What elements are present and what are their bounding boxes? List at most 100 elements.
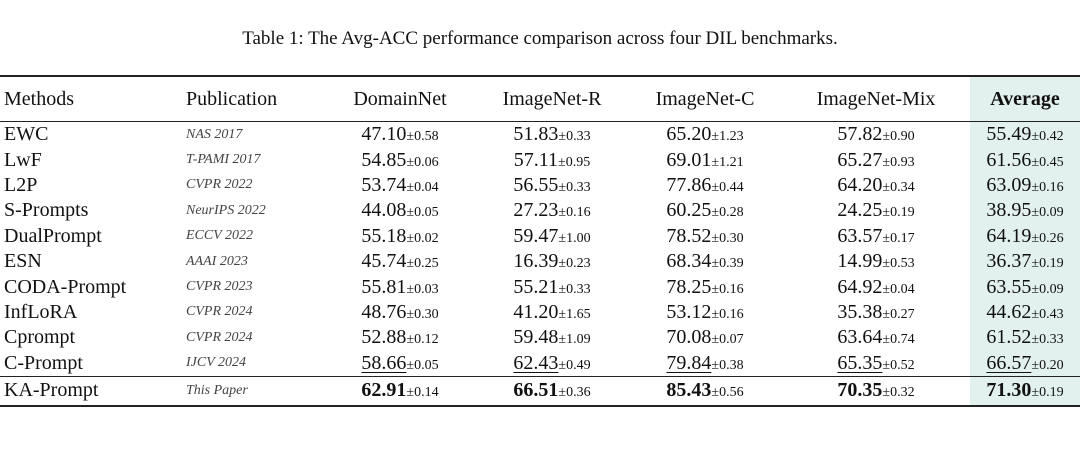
score-value: 44.62 (986, 300, 1032, 323)
score-value: 65.27 (837, 148, 883, 171)
score-std: ±0.33 (558, 129, 591, 145)
score-cell: 24.25±0.19 (782, 198, 970, 223)
score-std: ±0.04 (406, 179, 439, 195)
score-value: 70.35 (837, 379, 883, 402)
score-std: ±0.34 (882, 179, 915, 195)
publication-venue: IJCV 2024 (186, 355, 247, 371)
score-std: ±0.06 (406, 154, 439, 170)
score-value: 35.38 (837, 300, 883, 323)
score-cell: 55.81±0.03 (324, 274, 476, 299)
average-cell: 36.37±0.19 (970, 248, 1080, 275)
method-name: DualPrompt (4, 224, 102, 247)
score-cell: 62.91±0.14 (324, 376, 476, 406)
score-cell: 59.47±1.00 (476, 224, 628, 249)
results-table-container: Methods Publication DomainNet ImageNet-R… (0, 75, 1080, 407)
score-cell: 63.64±0.74 (782, 325, 970, 350)
score-std: ±0.16 (558, 205, 591, 221)
score-value: 78.25 (666, 275, 712, 298)
header-methods: Methods (4, 87, 74, 110)
score-value: 59.47 (513, 224, 559, 247)
score-std: ±0.05 (406, 357, 439, 373)
table-row: L2P CVPR 2022 53.74±0.04 56.55±0.33 77.86±0.… (0, 172, 1080, 199)
score-value: 71.30 (986, 379, 1032, 402)
method-name: ESN (4, 250, 42, 273)
method-name: S-Prompts (4, 199, 89, 222)
score-cell: 60.25±0.28 (628, 198, 782, 223)
score-value: 57.82 (837, 123, 883, 146)
score-value: 16.39 (513, 250, 559, 273)
score-value: 65.35 (837, 351, 883, 374)
score-std: ±0.32 (882, 385, 915, 401)
average-cell: 55.49±0.42 (970, 121, 1080, 148)
score-value: 52.88 (361, 326, 407, 349)
publication-venue: This Paper (186, 382, 248, 398)
score-std: ±0.74 (882, 332, 915, 348)
score-std: ±0.45 (1031, 154, 1064, 170)
publication-venue: NeurIPS 2022 (186, 202, 266, 218)
score-value: 64.19 (986, 224, 1032, 247)
score-std: ±1.65 (558, 306, 591, 322)
score-cell: 53.74±0.04 (324, 173, 476, 198)
header-average-label: Average (990, 87, 1060, 110)
publication-venue: T-PAMI 2017 (186, 152, 261, 168)
method-name: InfLoRA (4, 300, 78, 323)
score-value: 65.20 (666, 123, 712, 146)
score-value: 62.43 (513, 351, 559, 374)
score-std: ±0.39 (711, 256, 744, 272)
publication-venue: CVPR 2024 (186, 329, 253, 345)
score-cell: 41.20±1.65 (476, 300, 628, 325)
score-cell: 57.11±0.95 (476, 147, 628, 172)
score-value: 69.01 (666, 148, 712, 171)
score-value: 62.91 (361, 379, 407, 402)
header-imagenet-c: ImageNet-C (655, 87, 755, 110)
score-value: 55.49 (986, 123, 1032, 146)
score-std: ±0.38 (711, 357, 744, 373)
score-cell: 27.23±0.16 (476, 198, 628, 223)
score-cell: 56.55±0.33 (476, 173, 628, 198)
score-value: 54.85 (361, 148, 407, 171)
score-std: ±0.09 (1031, 281, 1064, 297)
score-value: 36.37 (986, 250, 1032, 273)
table-row: C-Prompt IJCV 2024 58.66±0.05 62.43±0.49 79.… (0, 350, 1080, 377)
score-std: ±0.16 (1031, 179, 1064, 195)
score-std: ±0.27 (882, 306, 915, 322)
score-std: ±0.12 (406, 332, 439, 348)
score-cell: 53.12±0.16 (628, 300, 782, 325)
score-std: ±0.30 (711, 230, 744, 246)
score-cell: 52.88±0.12 (324, 325, 476, 350)
score-std: ±1.23 (711, 129, 744, 145)
score-cell: 48.76±0.30 (324, 300, 476, 325)
score-std: ±0.07 (711, 332, 744, 348)
table-caption: Table 1: The Avg-ACC performance compari… (242, 28, 838, 49)
score-std: ±1.21 (711, 154, 744, 170)
score-value: 59.48 (513, 326, 559, 349)
score-std: ±0.49 (558, 357, 591, 373)
score-std: ±0.43 (1031, 306, 1064, 322)
score-cell: 78.52±0.30 (628, 224, 782, 249)
method-name: LwF (4, 148, 42, 171)
score-cell: 85.43±0.56 (628, 376, 782, 406)
score-value: 55.81 (361, 275, 407, 298)
score-cell: 65.27±0.93 (782, 147, 970, 172)
score-std: ±0.02 (406, 230, 439, 246)
score-cell: 14.99±0.53 (782, 249, 970, 274)
score-value: 57.11 (513, 148, 559, 171)
score-std: ±0.20 (1031, 357, 1064, 373)
score-cell: 51.83±0.33 (476, 122, 628, 148)
score-std: ±0.09 (1031, 205, 1064, 221)
score-value: 68.34 (666, 250, 712, 273)
header-imagenet-mix: ImageNet-Mix (816, 87, 936, 110)
score-std: ±0.04 (882, 281, 915, 297)
publication-venue: AAAI 2023 (186, 253, 248, 269)
score-cell: 77.86±0.44 (628, 173, 782, 198)
average-cell: 38.95±0.09 (970, 198, 1080, 224)
score-cell: 57.82±0.90 (782, 122, 970, 148)
table-row: EWC NAS 2017 47.10±0.58 51.83±0.33 65.20±1.2… (0, 121, 1080, 148)
score-value: 24.25 (837, 199, 883, 222)
header-imagenet-r: ImageNet-R (502, 87, 602, 110)
score-std: ±0.42 (1031, 129, 1064, 145)
score-cell: 69.01±1.21 (628, 147, 782, 172)
average-cell: 44.62±0.43 (970, 299, 1080, 326)
score-cell: 65.20±1.23 (628, 122, 782, 148)
score-value: 60.25 (666, 199, 712, 222)
